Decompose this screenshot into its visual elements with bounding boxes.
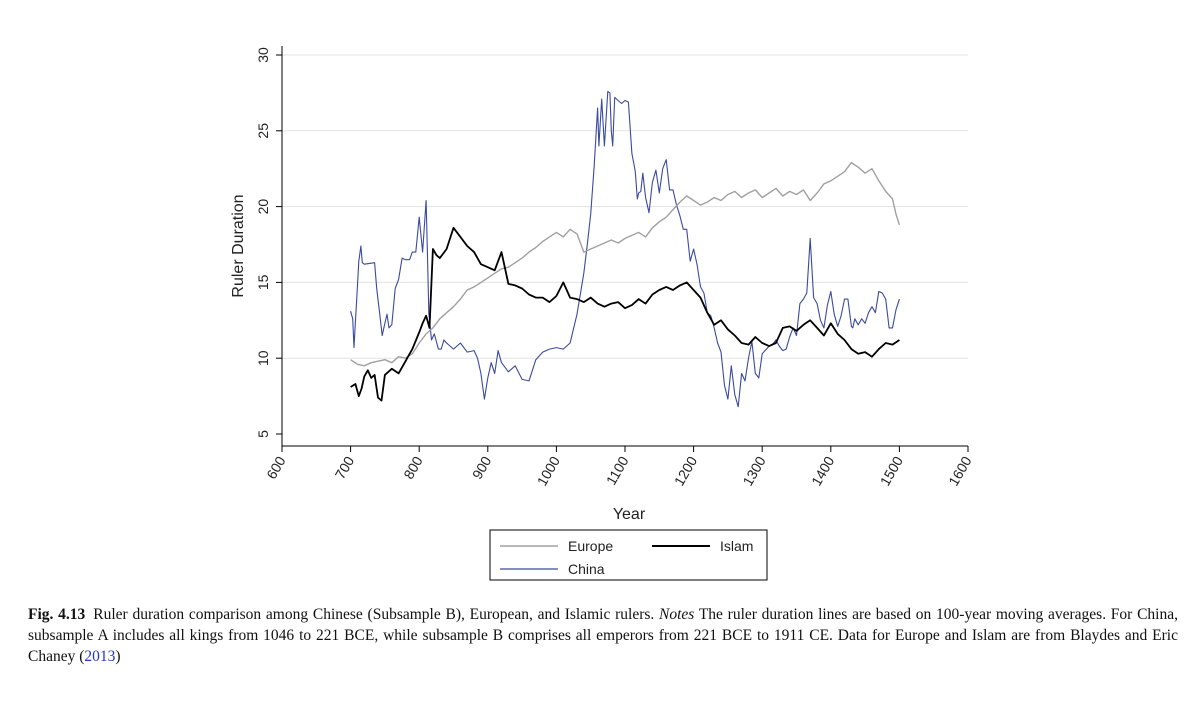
x-tick-label-1200: 1200 xyxy=(671,453,701,488)
x-tick-label-1500: 1500 xyxy=(877,453,907,488)
legend-label-islam: Islam xyxy=(720,538,753,554)
legend-label-china: China xyxy=(568,561,605,577)
figure-label: Fig. 4.13 xyxy=(28,606,86,623)
figure-caption: Fig. 4.13 Ruler duration comparison among… xyxy=(28,604,1178,667)
caption-text-1: Ruler duration comparison among Chinese … xyxy=(93,606,655,623)
x-tick-label-1000: 1000 xyxy=(534,453,564,488)
ticks-layer: 5 10 15 20 25 30 600 700 800 900 1000 1100 1200 1300 1… xyxy=(255,47,975,488)
y-tick-label-20: 20 xyxy=(255,199,271,215)
y-axis-title: Ruler Duration xyxy=(230,194,247,297)
citation-link[interactable]: 2013 xyxy=(84,648,116,665)
caption-text-3: ) xyxy=(115,648,121,665)
series-line-china xyxy=(350,90,900,408)
y-tick-label-10: 10 xyxy=(255,350,271,366)
x-tick-label-1600: 1600 xyxy=(945,453,975,488)
line-chart: 5 10 15 20 25 30 600 700 800 900 1000 1100 1200 1300 1… xyxy=(230,46,975,581)
caption-text-2: The ruler duration lines are based on 10… xyxy=(28,606,1178,665)
axes-layer xyxy=(281,46,968,447)
chart-figure: 5 10 15 20 25 30 600 700 800 900 1000 1100 1200 1300 1… xyxy=(230,46,975,581)
y-tick-label-15: 15 xyxy=(255,274,271,290)
x-tick-label-1400: 1400 xyxy=(808,453,838,488)
x-tick-label-1300: 1300 xyxy=(739,453,769,488)
legend-label-europe: Europe xyxy=(568,538,613,554)
legend-box xyxy=(489,529,768,581)
y-tick-label-5: 5 xyxy=(255,430,271,438)
grid-layer xyxy=(282,54,968,359)
series-line-europe xyxy=(350,161,901,367)
x-tick-label-900: 900 xyxy=(469,453,495,481)
legend: Europe Islam China xyxy=(489,529,768,581)
series-line-islam xyxy=(350,226,900,402)
y-tick-label-25: 25 xyxy=(255,123,271,139)
y-tick-label-30: 30 xyxy=(255,47,271,63)
series-layer xyxy=(350,90,901,408)
x-axis-title: Year xyxy=(613,506,646,523)
x-tick-label-1100: 1100 xyxy=(603,453,632,487)
x-tick-label-800: 800 xyxy=(400,453,426,481)
x-tick-label-700: 700 xyxy=(332,453,358,481)
caption-notes-label: Notes xyxy=(659,606,695,623)
x-tick-label-600: 600 xyxy=(263,453,289,481)
